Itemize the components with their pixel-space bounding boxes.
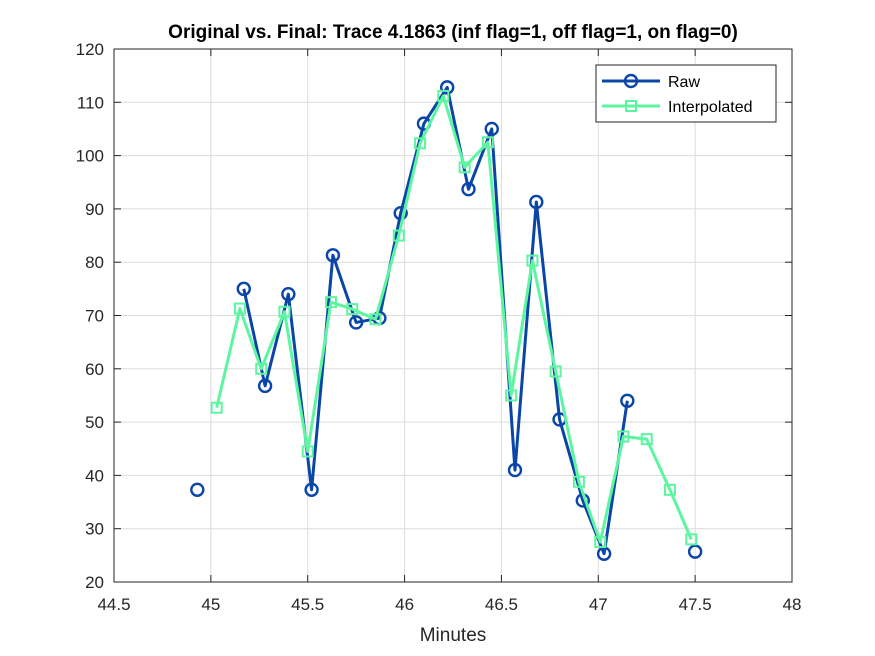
- y-tick-label: 60: [85, 360, 104, 379]
- legend-entry-raw: Raw: [602, 73, 700, 91]
- y-tick-label: 80: [85, 253, 104, 272]
- y-tick-label: 50: [85, 413, 104, 432]
- series-raw-point: [257, 378, 273, 394]
- series-interpolated-point: [685, 533, 698, 546]
- legend-box: [595, 64, 777, 123]
- series-raw-point: [393, 205, 408, 221]
- x-tick-label: 47: [589, 595, 608, 614]
- series-raw-point: [687, 544, 703, 559]
- x-tick-label: 45: [201, 595, 220, 614]
- series-raw-point: [190, 482, 205, 497]
- series-interpolated-point: [505, 389, 518, 402]
- ticks: 44.5 45 45.5 46 46.5 47 47.5 48 20 30 40 50 60 70 80 90…: [76, 40, 802, 614]
- y-tick-label: 90: [85, 200, 104, 219]
- series-layer: [190, 80, 703, 561]
- series-raw-point: [304, 482, 319, 497]
- y-tick-label: 110: [77, 93, 104, 112]
- x-tick-label: 44.5: [97, 595, 130, 614]
- y-tick-label: 30: [85, 520, 104, 539]
- y-tick-label: 120: [76, 40, 104, 59]
- series-interpolated-point: [572, 475, 585, 488]
- series-interpolated-line: [215, 94, 693, 544]
- series-raw-point: [348, 315, 364, 330]
- series-raw-point: [507, 462, 523, 478]
- y-tick-label: 20: [85, 573, 104, 592]
- series-interpolated-point: [392, 229, 405, 242]
- x-axis-label: Minutes: [420, 625, 487, 646]
- series-interpolated-point: [278, 305, 291, 318]
- legend: Raw Interpolated: [595, 64, 777, 123]
- legend-raw-label: Raw: [668, 74, 700, 91]
- series-interpolated-point: [594, 536, 607, 549]
- series-interpolated-point: [369, 313, 382, 326]
- series-interpolated-point: [640, 433, 653, 446]
- series-interpolated-point: [526, 254, 539, 267]
- series-interpolated-point: [458, 161, 471, 174]
- y-tick-label: 40: [85, 466, 104, 485]
- series-raw-point: [325, 248, 341, 263]
- y-tick-label: 70: [85, 307, 104, 326]
- legend-raw-marker-icon: [623, 73, 639, 89]
- x-tick-label: 48: [783, 595, 802, 614]
- series-interpolated-point: [324, 296, 337, 309]
- plot-area: 44.5 45 45.5 46 46.5 47 47.5 48 20 30 40 50 60 70 80 90…: [76, 40, 802, 614]
- series-raw-point: [529, 194, 544, 210]
- x-tick-label: 46.5: [485, 595, 518, 614]
- series-raw-point: [281, 286, 296, 302]
- series-raw-point: [461, 181, 476, 197]
- x-tick-label: 45.5: [291, 595, 324, 614]
- series-interpolated-point: [663, 483, 676, 496]
- series-interpolated-point: [255, 362, 268, 375]
- series-raw-point: [620, 393, 635, 408]
- series-interpolated: [210, 89, 698, 549]
- legend-interpolated-marker-icon: [625, 100, 637, 112]
- x-tick-label: 46: [395, 595, 414, 614]
- series-interpolated-point: [414, 137, 427, 150]
- series-interpolated-point: [301, 445, 314, 458]
- series-interpolated-point: [346, 303, 359, 316]
- series-interpolated-point: [233, 302, 246, 315]
- legend-interpolated-label: Interpolated: [668, 99, 753, 116]
- series-interpolated-point: [617, 430, 630, 443]
- series-interpolated-point: [549, 365, 562, 378]
- series-interpolated-point: [481, 136, 494, 149]
- x-tick-label: 47.5: [679, 595, 712, 614]
- y-tick-label: 100: [76, 147, 104, 166]
- legend-entry-interpolated: Interpolated: [602, 99, 753, 116]
- chart-title: Original vs. Final: Trace 4.1863 (inf fl…: [168, 22, 738, 43]
- series-interpolated-point: [437, 89, 450, 102]
- series-raw-point: [236, 281, 251, 297]
- series-raw-point: [439, 80, 455, 95]
- series-raw-point: [484, 121, 499, 137]
- series-interpolated-point: [210, 401, 223, 414]
